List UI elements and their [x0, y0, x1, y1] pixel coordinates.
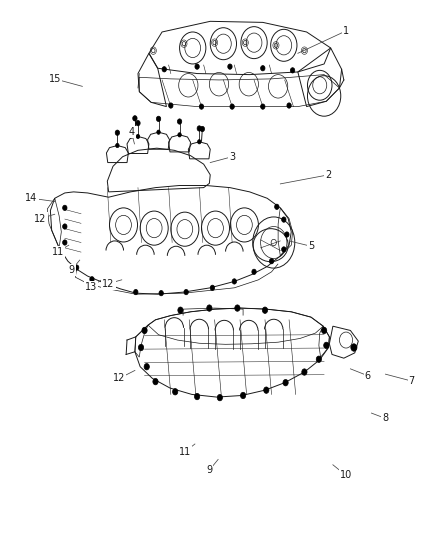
Circle shape	[228, 64, 232, 69]
Circle shape	[63, 224, 67, 229]
Text: 4: 4	[128, 127, 134, 137]
Circle shape	[138, 344, 144, 351]
Circle shape	[63, 205, 67, 211]
Circle shape	[136, 120, 140, 126]
Circle shape	[230, 104, 234, 109]
Text: 2: 2	[325, 170, 332, 180]
Text: 7: 7	[409, 376, 415, 386]
Circle shape	[115, 130, 120, 135]
Circle shape	[283, 379, 288, 386]
Circle shape	[324, 342, 329, 349]
Circle shape	[133, 116, 137, 121]
Circle shape	[144, 364, 149, 370]
Circle shape	[134, 289, 138, 295]
Circle shape	[269, 259, 274, 264]
Circle shape	[156, 116, 161, 122]
Circle shape	[210, 285, 215, 290]
Circle shape	[287, 103, 291, 108]
Circle shape	[136, 134, 140, 139]
Circle shape	[157, 130, 160, 134]
Circle shape	[173, 389, 178, 395]
Circle shape	[90, 277, 94, 282]
Circle shape	[282, 217, 286, 222]
Circle shape	[275, 204, 279, 209]
Circle shape	[194, 393, 200, 400]
Circle shape	[207, 305, 212, 311]
Text: 9: 9	[206, 465, 212, 475]
Circle shape	[200, 126, 205, 132]
Circle shape	[159, 290, 163, 296]
Circle shape	[169, 103, 173, 108]
Circle shape	[153, 378, 158, 385]
Circle shape	[351, 344, 357, 351]
Circle shape	[184, 289, 188, 295]
Text: 11: 11	[179, 447, 191, 457]
Circle shape	[240, 392, 246, 399]
Text: 8: 8	[382, 414, 389, 423]
Text: 1: 1	[343, 26, 349, 36]
Circle shape	[197, 126, 201, 131]
Circle shape	[261, 66, 265, 71]
Text: 11: 11	[52, 247, 64, 256]
Text: 12: 12	[34, 214, 46, 223]
Circle shape	[262, 307, 268, 313]
Circle shape	[290, 68, 295, 73]
Text: 13: 13	[85, 282, 97, 292]
Circle shape	[74, 265, 79, 270]
Circle shape	[264, 387, 269, 393]
Circle shape	[108, 284, 113, 289]
Circle shape	[178, 133, 181, 137]
Circle shape	[199, 104, 204, 109]
Circle shape	[217, 394, 223, 401]
Circle shape	[235, 305, 240, 311]
Circle shape	[198, 140, 201, 144]
Circle shape	[142, 327, 147, 334]
Text: 12: 12	[113, 374, 125, 383]
Circle shape	[63, 240, 67, 245]
Circle shape	[316, 356, 321, 362]
Circle shape	[178, 307, 183, 313]
Text: 6: 6	[365, 371, 371, 381]
Circle shape	[285, 232, 289, 237]
Text: 10: 10	[340, 471, 352, 480]
Circle shape	[195, 64, 199, 69]
Text: 15: 15	[49, 74, 61, 84]
Text: 12: 12	[102, 279, 115, 288]
Circle shape	[252, 269, 256, 274]
Text: 9: 9	[68, 265, 74, 275]
Text: 3: 3	[229, 152, 235, 161]
Text: 14: 14	[25, 193, 38, 203]
Circle shape	[302, 369, 307, 375]
Circle shape	[261, 104, 265, 109]
Circle shape	[232, 279, 237, 284]
Circle shape	[116, 143, 119, 148]
Circle shape	[282, 247, 286, 252]
Text: 5: 5	[308, 241, 314, 251]
Circle shape	[177, 119, 182, 124]
Circle shape	[162, 67, 166, 72]
Circle shape	[321, 327, 327, 334]
